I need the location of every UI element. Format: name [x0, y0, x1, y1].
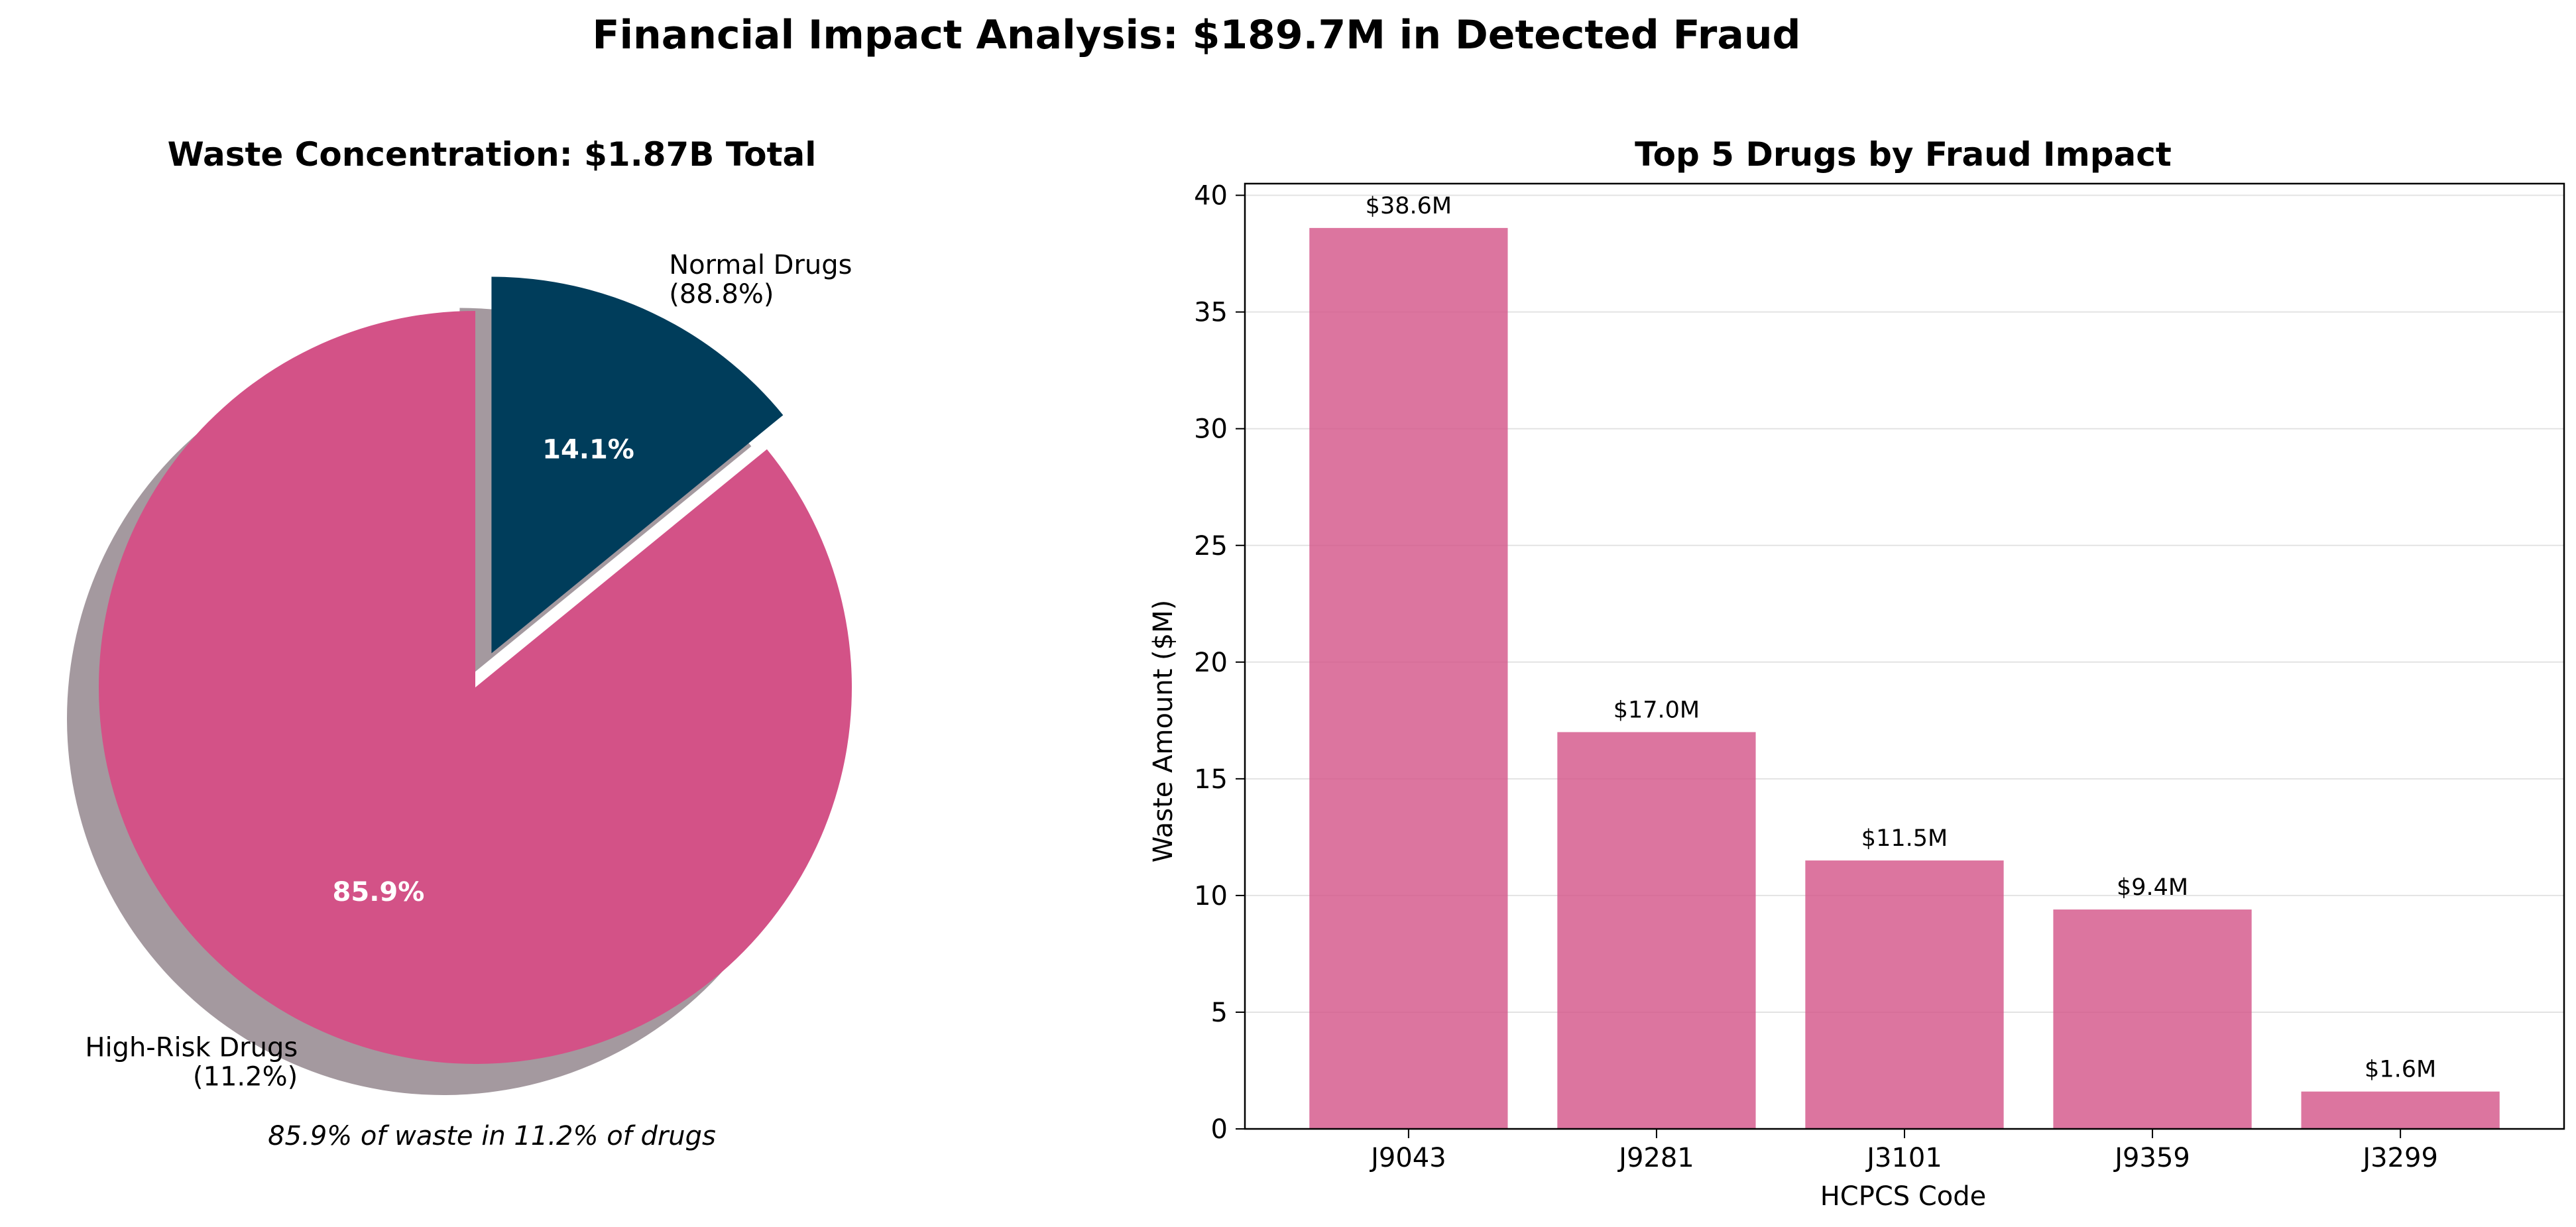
pie-slice-0: [98, 311, 852, 1064]
y-tick-label: 40: [1194, 181, 1228, 211]
x-tick-label: J3299: [2361, 1143, 2438, 1173]
bar-J9359: [2053, 909, 2252, 1129]
y-tick-label: 5: [1211, 998, 1228, 1028]
y-tick-label: 10: [1194, 881, 1228, 911]
bar-chart: Top 5 Drugs by Fraud Impact $38.6M $17.0M…: [1148, 135, 2565, 1212]
pie-slice-pct-label: 14.1%: [542, 435, 634, 465]
pie-slice-label: High-Risk Drugs (11.2%): [85, 1032, 298, 1092]
x-tick-label: J9359: [2113, 1143, 2190, 1173]
bar-J9281: [1557, 732, 1756, 1129]
figure-title: Financial Impact Analysis: $189.7M in De…: [593, 12, 1801, 58]
x-tick-label: J9043: [1369, 1143, 1446, 1173]
bar-data-label: $11.5M: [1861, 825, 1948, 852]
bar-chart-title: Top 5 Drugs by Fraud Impact: [1635, 135, 2172, 174]
bar-axes: 0 5 10 15 20 25 30 35 40 J9043 J9281 J3101 J9359 J329…: [1194, 181, 2565, 1173]
bar-data-label: $38.6M: [1366, 193, 1452, 219]
y-tick-label: 35: [1194, 298, 1228, 328]
bar-y-axis-label: Waste Amount ($M): [1148, 600, 1179, 862]
bar-J3299: [2301, 1091, 2500, 1129]
y-tick-label: 25: [1194, 531, 1228, 561]
x-tick-label: J3101: [1865, 1143, 1942, 1173]
bar-data-label: $17.0M: [1613, 697, 1700, 723]
bar-series: $38.6M $17.0M $11.5M $9.4M $1.6M: [1309, 193, 2500, 1129]
y-tick-label: 30: [1194, 414, 1228, 445]
y-tick-label: 15: [1194, 764, 1228, 795]
bar-J3101: [1805, 860, 2004, 1129]
bar-data-label: $9.4M: [2117, 874, 2188, 901]
bar-J9043: [1309, 227, 1508, 1129]
y-tick-label: 20: [1194, 648, 1228, 678]
bar-plot-frame: [1244, 182, 2565, 1130]
pie-slices: [67, 276, 852, 1095]
y-tick-label: 0: [1211, 1114, 1228, 1145]
pie-annotation: 85.9% of waste in 11.2% of drugs: [268, 1121, 716, 1151]
bar-data-label: $1.6M: [2365, 1057, 2436, 1083]
pie-slice-1: [491, 276, 784, 654]
pie-slice-label: Normal Drugs (88.8%): [669, 250, 852, 310]
pie-slice-pct-label: 85.9%: [333, 877, 425, 907]
bar-x-axis-label: HCPCS Code: [1820, 1181, 1987, 1212]
x-tick-label: J9281: [1617, 1143, 1694, 1173]
pie-chart: Waste Concentration: $1.87B Total 85.9% H…: [67, 135, 852, 1151]
pie-chart-title: Waste Concentration: $1.87B Total: [168, 135, 817, 174]
pie-labels: 85.9% High-Risk Drugs (11.2%) 14.1% Normal D…: [85, 250, 852, 1092]
